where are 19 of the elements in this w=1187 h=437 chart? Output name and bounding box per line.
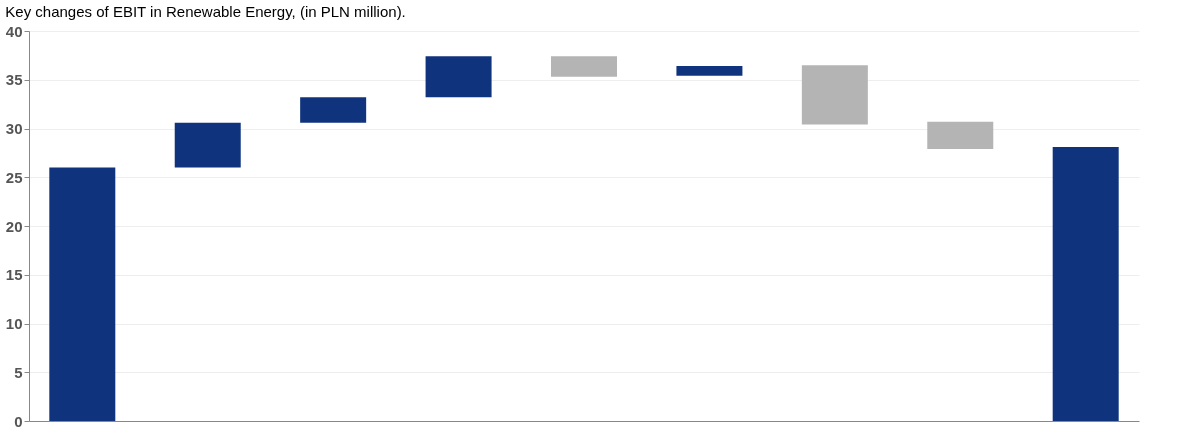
bar [1052, 147, 1119, 421]
y-tick-label: 0 [14, 412, 23, 430]
bar [676, 66, 743, 76]
bar [49, 167, 116, 421]
y-tick-label: 5 [14, 363, 23, 381]
y-tick-label: 15 [5, 266, 23, 284]
y-tick-label: 35 [5, 71, 23, 89]
bar [801, 65, 868, 125]
y-tick-label: 30 [5, 120, 23, 137]
y-tick-label: 20 [5, 217, 23, 235]
bar [425, 56, 492, 98]
y-tick-label: 10 [5, 315, 23, 332]
bar [174, 122, 241, 168]
y-tick-label: 25 [5, 168, 23, 186]
chart-title: Key changes of EBIT in Renewable Energy, (in PLN million). [5, 3, 406, 20]
bar [300, 97, 367, 123]
bar [927, 121, 994, 149]
bar [551, 56, 617, 77]
y-tick-label: 40 [5, 22, 23, 40]
